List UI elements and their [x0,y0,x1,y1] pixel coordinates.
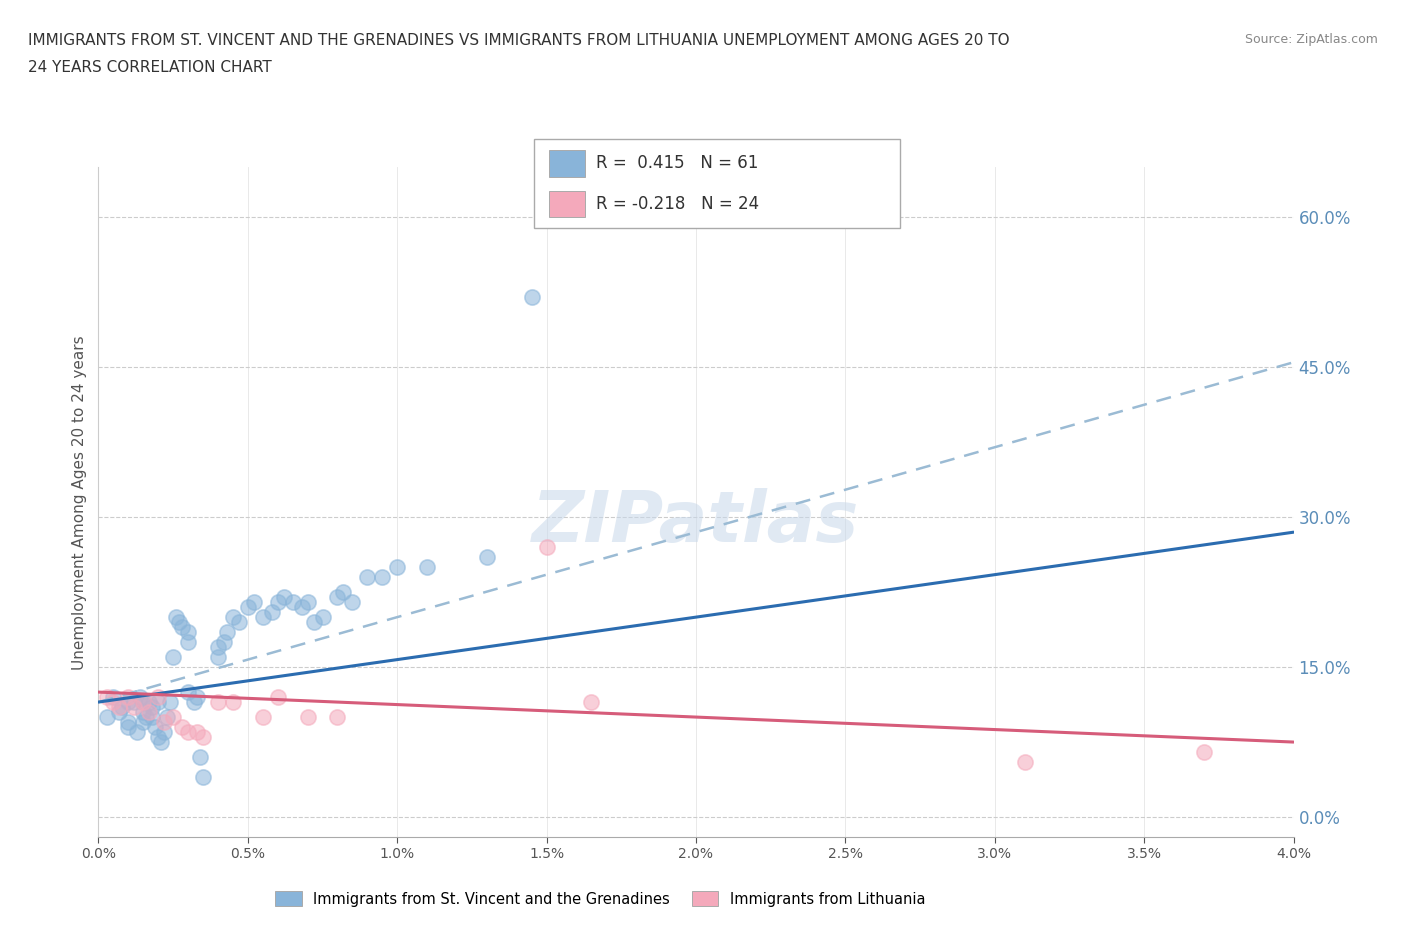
Point [167,615,190,630]
Point [191,770,214,785]
Point [143,720,166,735]
Point [326,590,349,604]
Point [96,690,118,705]
Point [356,570,378,585]
Point [156,710,179,724]
Point [475,550,498,565]
Text: 24 YEARS CORRELATION CHART: 24 YEARS CORRELATION CHART [28,60,271,75]
Point [188,750,211,764]
Point [342,594,364,609]
Point [150,735,173,750]
Point [138,705,160,720]
Point [148,690,170,705]
Point [207,695,229,710]
Point [96,710,118,724]
Point [1014,754,1036,769]
Point [177,724,200,739]
Text: ZIPatlas: ZIPatlas [533,488,859,557]
Point [132,695,155,710]
Point [252,610,274,625]
Text: Source: ZipAtlas.com: Source: ZipAtlas.com [1244,33,1378,46]
FancyBboxPatch shape [548,150,585,177]
Point [108,699,131,714]
Legend: Immigrants from St. Vincent and the Grenadines, Immigrants from Lithuania: Immigrants from St. Vincent and the Gren… [276,891,925,907]
Y-axis label: Unemployment Among Ages 20 to 24 years: Unemployment Among Ages 20 to 24 years [72,335,87,670]
Point [207,650,229,665]
Point [177,625,200,640]
Text: R = -0.218   N = 24: R = -0.218 N = 24 [596,195,759,213]
FancyBboxPatch shape [548,191,585,218]
Point [267,594,290,609]
Point [326,710,349,724]
Point [148,695,170,710]
Point [124,695,146,710]
Point [177,634,200,649]
Point [153,714,176,729]
Point [117,690,139,705]
Point [141,710,163,724]
Point [1192,745,1215,760]
Point [103,695,125,710]
Point [273,590,295,604]
Point [172,619,194,634]
Point [132,695,155,710]
Point [222,610,245,625]
Point [127,724,149,739]
Point [332,585,354,600]
Point [103,690,125,705]
Point [111,699,134,714]
Point [520,290,543,305]
Point [385,560,409,575]
Point [186,690,208,705]
Point [215,625,238,640]
Point [153,724,176,739]
Text: R =  0.415   N = 61: R = 0.415 N = 61 [596,154,759,172]
Point [117,695,139,710]
Point [581,695,603,710]
Point [117,714,139,729]
Point [297,594,319,609]
Point [135,710,157,724]
Point [536,539,558,554]
Point [172,720,194,735]
Point [177,684,200,699]
Point [117,720,139,735]
Point [129,690,152,705]
Point [302,615,325,630]
FancyBboxPatch shape [534,140,900,228]
Point [416,560,439,575]
Point [124,699,146,714]
Point [222,695,245,710]
Point [186,724,208,739]
Point [138,695,160,710]
Point [267,690,290,705]
Point [132,705,155,720]
Point [141,699,163,714]
Point [242,594,264,609]
Point [236,600,259,615]
Point [260,604,283,619]
Point [191,730,214,745]
Point [108,705,131,720]
Point [371,570,394,585]
Point [159,695,181,710]
Point [165,610,187,625]
Point [311,610,333,625]
Point [207,640,229,655]
Point [183,695,205,710]
Text: IMMIGRANTS FROM ST. VINCENT AND THE GRENADINES VS IMMIGRANTS FROM LITHUANIA UNEM: IMMIGRANTS FROM ST. VINCENT AND THE GREN… [28,33,1010,47]
Point [252,710,274,724]
Point [281,594,304,609]
Point [228,615,250,630]
Point [148,730,170,745]
Point [290,600,312,615]
Point [297,710,319,724]
Point [162,650,184,665]
Point [212,634,235,649]
Point [132,714,155,729]
Point [162,710,184,724]
